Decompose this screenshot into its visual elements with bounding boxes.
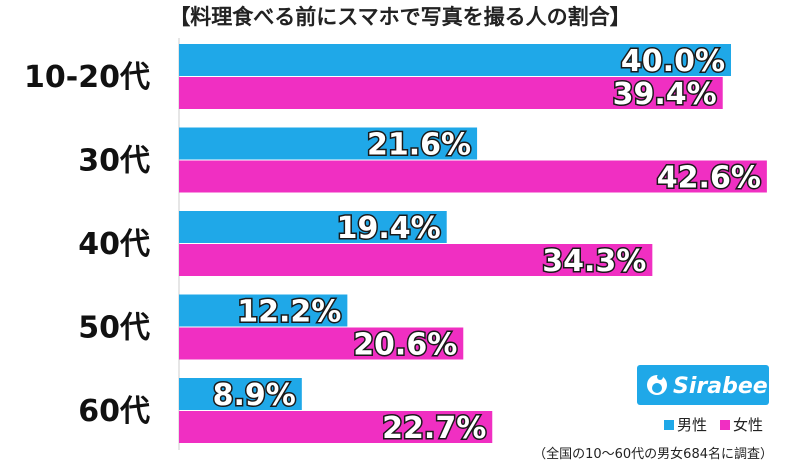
chart-title: 【料理食べる前にスマホで写真を撮る人の割合】: [169, 5, 630, 29]
category-label: 40代: [78, 227, 150, 262]
sirabee-logo: Sirabee: [637, 365, 769, 405]
bar-value-label: 21.6%: [367, 128, 471, 163]
bar-value-label: 39.4%: [613, 77, 717, 112]
legend-swatch-male: [664, 420, 674, 430]
category-label: 30代: [78, 144, 150, 179]
bar-value-labels: 40.0%39.4% 21.6% 42.6% 19.4% 34.3% 12.2% 20.6%…: [211, 43, 762, 448]
category-label: 60代: [78, 394, 150, 429]
bar-value-label: 34.3%: [542, 244, 646, 279]
survey-note: （全国の10〜60代の男女684名に調査）: [533, 446, 773, 462]
category-label: 10-20代: [24, 60, 150, 95]
bar-value-label: 20.6%: [353, 328, 457, 363]
legend-label-male: 男性: [677, 416, 707, 434]
bar-value-label: 8.9%: [213, 378, 296, 413]
bar-male: [179, 44, 731, 76]
bar-male: [179, 378, 302, 410]
bar-value-label: 40.0%: [621, 44, 725, 79]
category-label: 50代: [78, 311, 150, 346]
legend-label-female: 女性: [733, 416, 763, 434]
legend: 男性 女性: [664, 416, 763, 434]
bars: [179, 44, 767, 443]
bar-value-label: 22.7%: [382, 411, 486, 446]
bar-value-label: 42.6%: [657, 161, 761, 196]
sirabee-logo-text: Sirabee: [673, 374, 768, 399]
bar-male: [179, 294, 348, 327]
legend-swatch-female: [720, 420, 730, 430]
bar-female: [179, 160, 767, 193]
bar-value-label: 12.2%: [237, 295, 341, 330]
bar-female: [179, 411, 493, 443]
bar-female: [179, 244, 653, 276]
bar-value-label: 19.4%: [337, 211, 441, 246]
bar-female: [179, 77, 723, 109]
bar-male: [179, 211, 447, 243]
category-labels: 10-20代 30代 40代 50代 60代: [24, 60, 150, 429]
sirabee-logo-icon: [647, 374, 667, 395]
sirabee-logo-background: [637, 365, 769, 405]
bar-male: [179, 127, 478, 160]
bar-female: [179, 327, 464, 360]
